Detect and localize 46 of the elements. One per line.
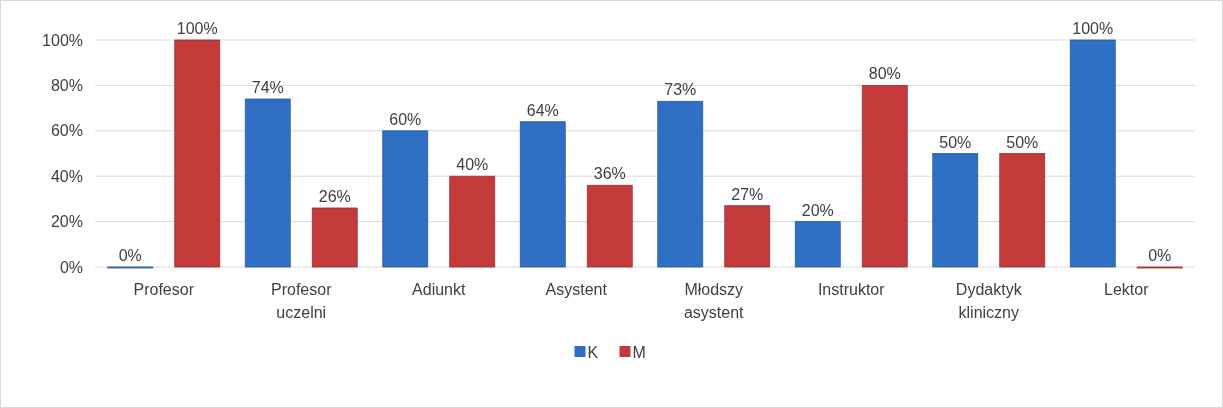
data-label: 60% <box>389 110 422 128</box>
data-label: 27% <box>731 185 764 203</box>
data-label: 50% <box>1006 133 1039 151</box>
data-label: 64% <box>526 101 559 119</box>
y-tick-label: 100% <box>42 31 83 49</box>
bar <box>1069 39 1116 268</box>
bar <box>449 175 496 268</box>
x-tick-label: Lektor <box>1104 281 1150 298</box>
data-label: 26% <box>318 187 351 205</box>
bar <box>932 153 979 268</box>
bar <box>311 207 358 268</box>
bar <box>586 184 633 268</box>
data-label: 36% <box>593 165 626 183</box>
x-tick-label: Profesor <box>133 281 195 298</box>
legend-label: M <box>632 343 646 361</box>
data-label: 100% <box>176 20 218 37</box>
y-tick-label: 20% <box>50 213 83 231</box>
x-tick-label: Dydaktyk kliniczny <box>955 281 1023 321</box>
y-tick-label: 80% <box>50 77 83 94</box>
y-tick-label: 0% <box>59 258 83 276</box>
y-tick-label: 40% <box>50 167 83 185</box>
bar <box>174 39 221 268</box>
data-label: 73% <box>664 81 697 99</box>
x-tick-label: Asystent <box>545 281 608 298</box>
y-tick-label: 60% <box>50 122 83 140</box>
x-tick-label: Profesor uczelni <box>271 281 333 321</box>
bar <box>861 85 908 268</box>
bar <box>724 205 771 268</box>
bar <box>382 130 429 268</box>
data-label: 0% <box>118 247 142 264</box>
data-label: 20% <box>801 201 834 219</box>
bar <box>244 98 291 268</box>
data-label: 0% <box>1148 247 1172 264</box>
data-label: 50% <box>939 133 972 151</box>
data-label: 74% <box>251 79 284 97</box>
x-tick-label: Instruktor <box>817 281 886 298</box>
bar <box>999 153 1046 268</box>
legend-label: K <box>587 343 599 361</box>
x-tick-label: Młodszy asystent <box>683 281 745 321</box>
data-label: 40% <box>456 156 489 174</box>
data-label: 100% <box>1072 20 1114 37</box>
bar <box>794 221 841 268</box>
bar <box>657 100 704 268</box>
data-label: 80% <box>868 65 901 83</box>
bar <box>519 121 566 268</box>
x-tick-label: Adiunkt <box>412 281 466 298</box>
